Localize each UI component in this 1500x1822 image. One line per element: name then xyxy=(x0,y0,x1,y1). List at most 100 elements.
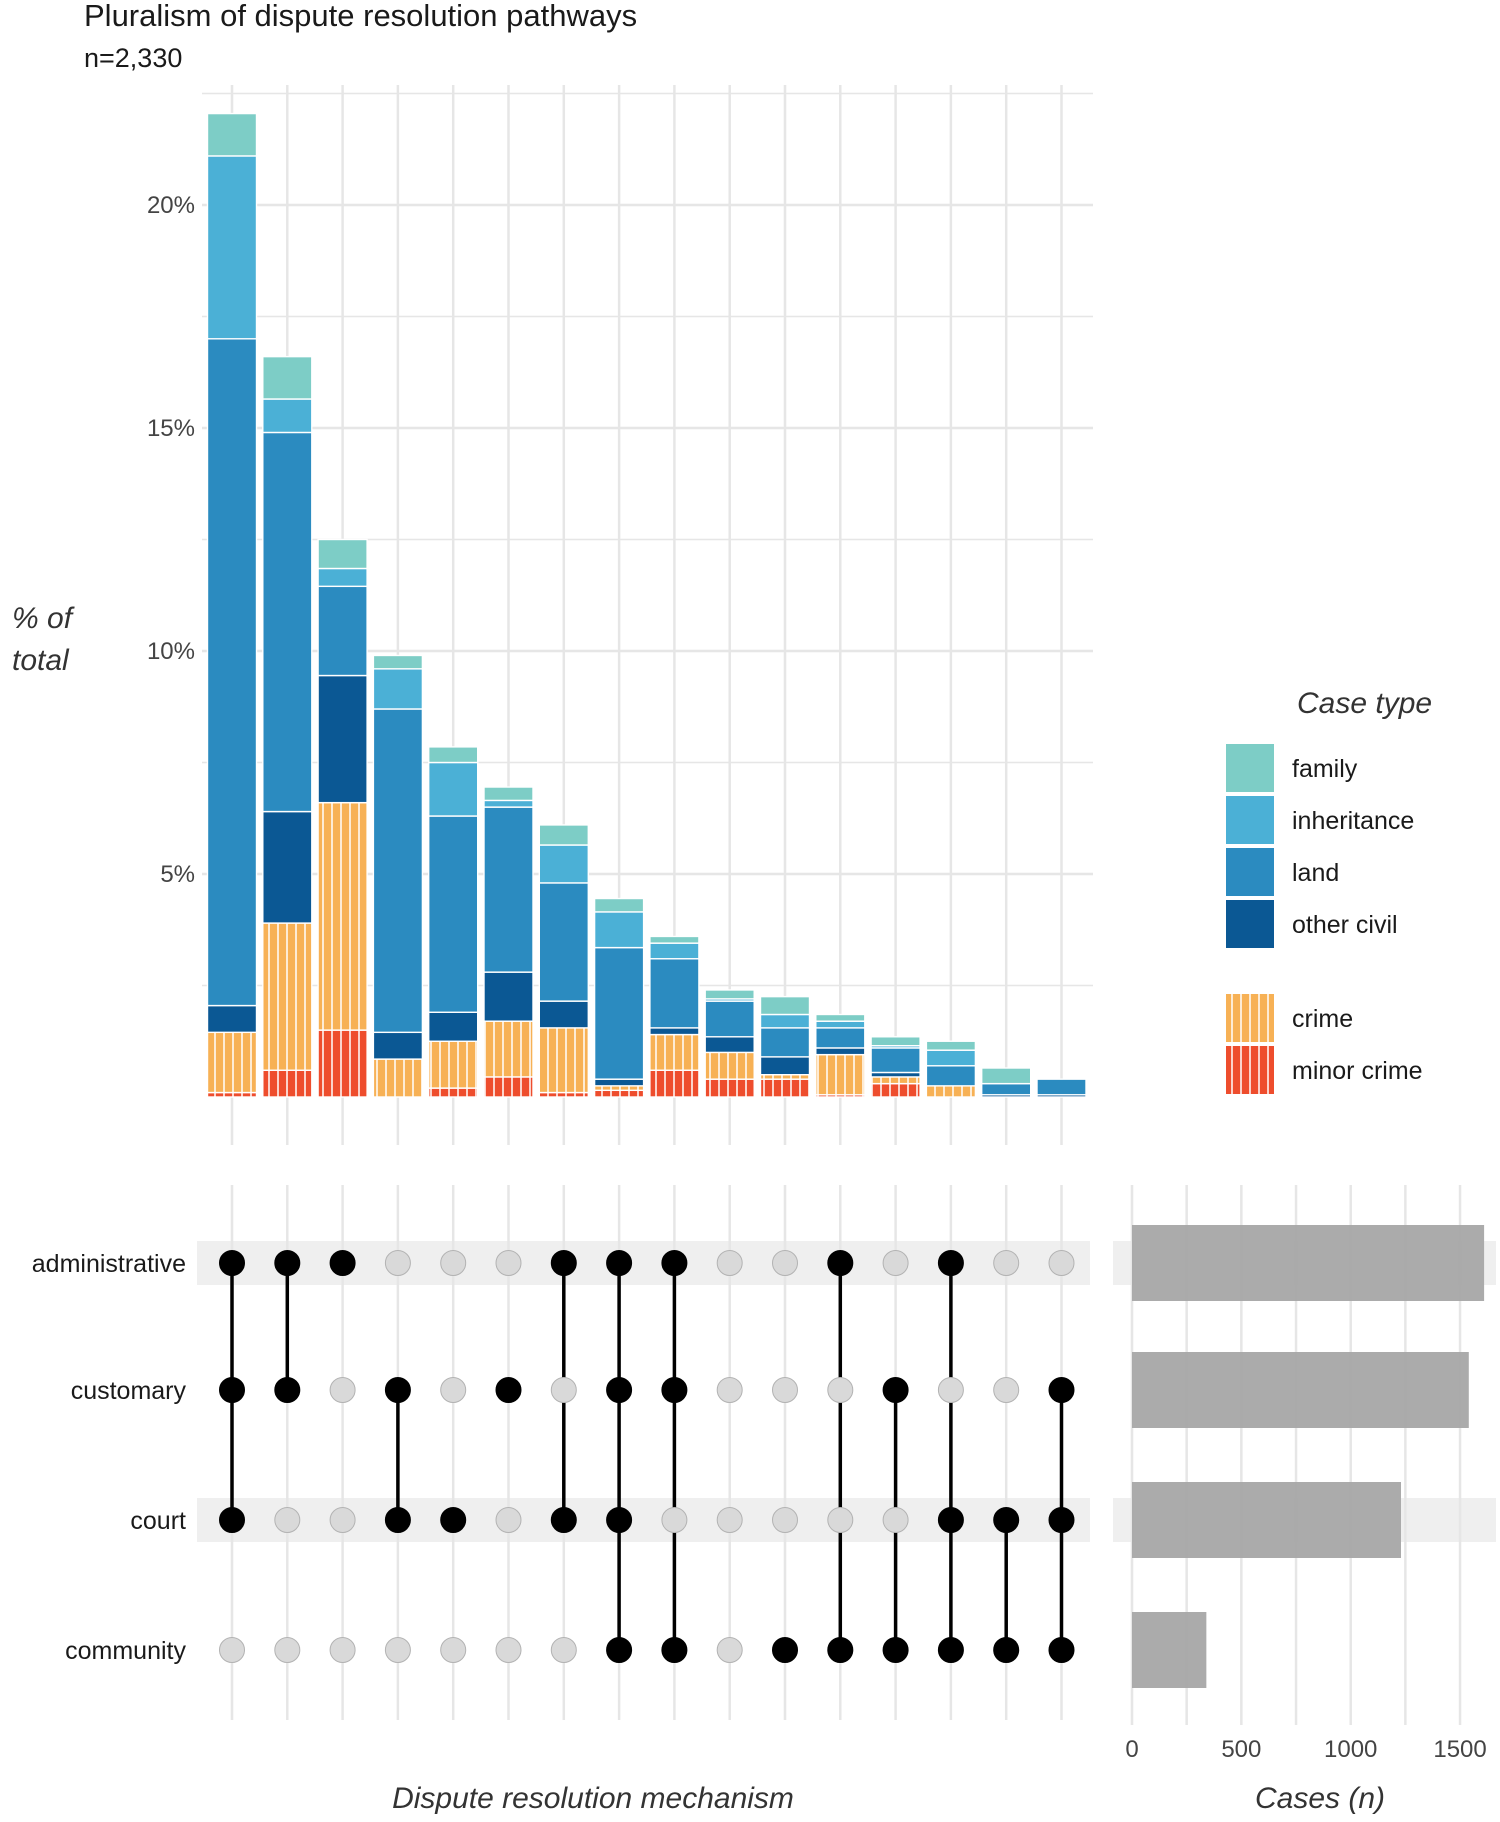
bar-segment-other-civil xyxy=(704,1036,755,1054)
bar-segment-crime xyxy=(262,922,313,1071)
bar-segment-inheritance xyxy=(925,1049,977,1067)
matrix-dot-inactive xyxy=(716,1507,743,1533)
bar-segment-land xyxy=(649,958,700,1029)
matrix-dot-inactive xyxy=(329,1507,356,1533)
matrix-dot-active xyxy=(384,1507,411,1533)
bar-segment-crime xyxy=(317,801,368,1031)
bar-segment-family xyxy=(428,746,479,764)
bar-segment-other-civil xyxy=(759,1056,811,1076)
matrix-dot-active xyxy=(274,1250,301,1276)
y-tick-label: 15% xyxy=(147,415,195,442)
size-tick-label: 0 xyxy=(1125,1736,1138,1763)
bar-segment-inheritance xyxy=(206,155,258,340)
set-size-axis-title: Cases (n) xyxy=(1255,1782,1385,1815)
bar-segment-other-civil xyxy=(372,1031,424,1060)
matrix-dot-inactive xyxy=(440,1250,467,1276)
matrix-dot-inactive xyxy=(495,1507,522,1533)
matrix-dot-inactive xyxy=(882,1250,909,1276)
matrix-dot-inactive xyxy=(882,1507,909,1533)
matrix-dot-inactive xyxy=(274,1637,301,1663)
legend-swatch-family xyxy=(1226,744,1274,792)
matrix-dot-active xyxy=(937,1507,964,1533)
matrix-dot-active xyxy=(606,1507,633,1533)
matrix-dot-active xyxy=(495,1377,522,1403)
bar-segment-land xyxy=(206,338,258,1007)
bar-segment-land xyxy=(262,431,313,813)
size-tick-label: 500 xyxy=(1221,1736,1261,1763)
matrix-dot-active xyxy=(937,1637,964,1663)
bar-segment-land xyxy=(538,882,589,1002)
bar-segment-inheritance xyxy=(538,844,589,884)
bar-segment-crime xyxy=(815,1053,866,1096)
bar-segment-minor-crime xyxy=(704,1078,755,1098)
bar-segment-family xyxy=(981,1067,1032,1085)
matrix-dot-inactive xyxy=(329,1377,356,1403)
matrix-dot-inactive xyxy=(993,1250,1020,1276)
bar-segment-family xyxy=(593,897,645,913)
legend-title: Case type xyxy=(1297,687,1432,720)
matrix-dot-active xyxy=(329,1250,356,1276)
bar-segment-crime xyxy=(206,1031,258,1094)
legend-swatch-minor-crime xyxy=(1226,1046,1274,1094)
bar-segment-land xyxy=(593,946,645,1080)
matrix-dot-active xyxy=(882,1377,909,1403)
matrix-dot-inactive xyxy=(827,1377,854,1403)
matrix-dot-active xyxy=(440,1507,467,1533)
set-size-bar-administrative xyxy=(1132,1225,1485,1301)
bar-segment-family xyxy=(649,935,700,944)
bar-segment-inheritance xyxy=(428,761,479,817)
bar-segment-family xyxy=(262,355,313,400)
bar-segment-family xyxy=(206,112,258,157)
matrix-dot-inactive xyxy=(661,1507,688,1533)
bar-segment-inheritance xyxy=(483,799,534,808)
matrix-dot-inactive xyxy=(329,1637,356,1663)
bar-segment-crime xyxy=(925,1085,977,1098)
bar-segment-other-civil xyxy=(317,674,368,804)
matrix-dot-inactive xyxy=(993,1377,1020,1403)
matrix-dot-inactive xyxy=(495,1250,522,1276)
bar-segment-family xyxy=(538,824,589,846)
y-axis-title-line-2: total xyxy=(12,644,70,677)
bar-segment-other-civil xyxy=(649,1027,700,1036)
bar-segment-minor-crime xyxy=(483,1076,534,1098)
bar-segment-crime xyxy=(428,1040,479,1089)
matrix-dot-inactive xyxy=(827,1507,854,1533)
matrix-dot-active xyxy=(882,1637,909,1663)
legend-label-inheritance: inheritance xyxy=(1292,807,1414,835)
y-tick-label: 20% xyxy=(147,192,195,219)
set-labels: administrative customary court community xyxy=(32,1250,187,1665)
legend-swatch-crime xyxy=(1226,994,1274,1042)
set-label-community: community xyxy=(65,1637,186,1665)
matrix-dot-inactive xyxy=(937,1377,964,1403)
intersection-matrix xyxy=(219,1250,1075,1663)
bar-segment-family xyxy=(870,1036,921,1047)
bar-segment-inheritance xyxy=(593,911,645,949)
matrix-dot-active xyxy=(661,1377,688,1403)
legend-label-crime: crime xyxy=(1292,1005,1353,1033)
matrix-dot-inactive xyxy=(1048,1250,1075,1276)
bar-segment-inheritance xyxy=(759,1013,811,1029)
size-tick-label: 1000 xyxy=(1324,1736,1377,1763)
size-tick-label: 1500 xyxy=(1433,1736,1486,1763)
set-label-court: court xyxy=(130,1507,186,1535)
bar-segment-land xyxy=(759,1027,811,1058)
bar-segment-family xyxy=(925,1040,977,1051)
legend-swatch-other-civil xyxy=(1226,900,1274,948)
bar-segment-crime xyxy=(704,1051,755,1080)
bar-segment-minor-crime xyxy=(870,1082,921,1098)
bar-segment-inheritance xyxy=(815,1020,866,1029)
bar-segment-land xyxy=(428,815,479,1013)
y-tick-label: 10% xyxy=(147,638,195,665)
bar-segment-crime xyxy=(483,1020,534,1078)
bar-segment-other-civil xyxy=(538,1000,589,1029)
matrix-dot-inactive xyxy=(274,1507,301,1533)
bar-segment-crime xyxy=(649,1033,700,1071)
legend-swatch-land xyxy=(1226,848,1274,896)
matrix-dot-inactive xyxy=(384,1250,411,1276)
legend-label-other-civil: other civil xyxy=(1292,911,1398,939)
matrix-dot-inactive xyxy=(384,1637,411,1663)
matrix-dot-active xyxy=(993,1637,1020,1663)
bar-segment-minor-crime xyxy=(593,1089,645,1098)
matrix-dot-active xyxy=(827,1250,854,1276)
bar-segment-crime xyxy=(372,1058,424,1098)
